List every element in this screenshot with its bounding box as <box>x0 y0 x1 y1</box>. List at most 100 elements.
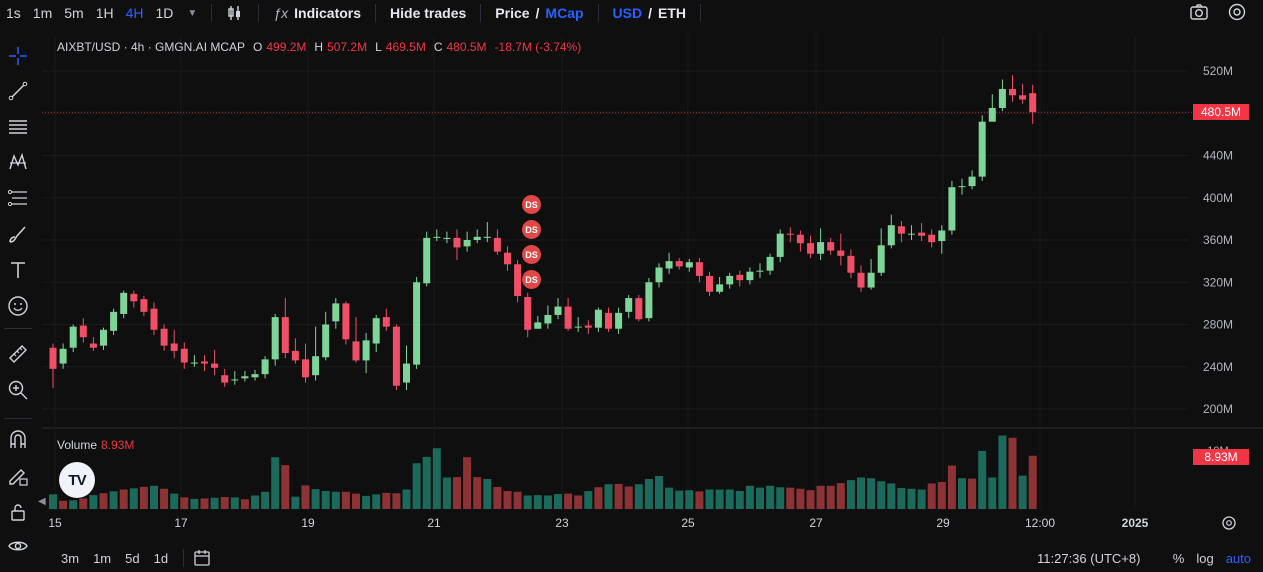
range-1m[interactable]: 1m <box>93 550 112 566</box>
volume-bar <box>816 485 825 509</box>
candle-body <box>352 341 360 361</box>
calendar-range-icon[interactable] <box>192 548 212 568</box>
ds-trade-marker[interactable]: DS <box>522 245 541 264</box>
fib-tool[interactable] <box>6 186 30 210</box>
axis-settings-gear-icon <box>1222 516 1236 530</box>
crosshair-tool[interactable] <box>6 44 30 68</box>
volume-bar <box>89 495 98 509</box>
range-3m[interactable]: 3m <box>61 550 80 566</box>
ds-trade-marker[interactable]: DS <box>522 220 541 239</box>
candle-body <box>807 243 814 254</box>
volume-bar <box>826 485 835 509</box>
ds-trade-marker[interactable]: DS <box>522 195 541 214</box>
timeframe-dropdown-chevron-icon[interactable]: ▼ <box>187 7 198 19</box>
candle-body <box>160 328 168 346</box>
volume-bar <box>695 491 704 509</box>
candle-body <box>69 326 77 348</box>
candle-body <box>554 306 562 315</box>
zoom-tool[interactable] <box>6 378 30 402</box>
magnet-tool[interactable] <box>6 428 30 452</box>
volume-bar <box>79 498 88 509</box>
emoji-tool[interactable] <box>6 294 30 318</box>
slash-separator: / <box>648 5 652 21</box>
auto-scale-toggle[interactable]: auto <box>1225 550 1251 566</box>
volume-bar <box>745 485 754 509</box>
timeframe-4h[interactable]: 4H <box>125 5 144 21</box>
camera-icon[interactable] <box>1189 2 1209 22</box>
log-scale-toggle[interactable]: log <box>1196 550 1214 566</box>
hide-trades-button[interactable]: Hide trades <box>390 5 467 21</box>
volume-bar <box>69 500 78 509</box>
candle-body <box>332 303 340 322</box>
fx-icon: ƒx <box>273 5 289 21</box>
close-value: 480.5M <box>446 40 487 54</box>
clock-timezone[interactable]: 11:27:36 (UTC+8) <box>1037 550 1141 566</box>
percent-scale-toggle[interactable]: % <box>1172 550 1185 566</box>
range-5d[interactable]: 5d <box>125 550 140 566</box>
bottom-bar: 3m 1m 5d 1d 11:27:36 (UTC+8) % log auto <box>0 544 1263 572</box>
price-tick-label: 320M <box>1203 275 1233 289</box>
volume-bar <box>139 486 148 509</box>
candle-body <box>968 176 976 187</box>
candle-body <box>190 362 198 364</box>
currency-toggle[interactable]: USD / ETH <box>607 5 692 21</box>
tradingview-logo[interactable]: TV <box>59 462 95 498</box>
horizontal-lines-tool[interactable] <box>6 115 30 139</box>
candle-body <box>362 340 370 361</box>
lock-drawings-tool[interactable] <box>6 500 30 524</box>
volume-bar <box>533 495 542 509</box>
candle-body <box>382 317 390 327</box>
trend-line-tool[interactable] <box>6 79 30 103</box>
drawing-mode-tool[interactable] <box>6 464 30 488</box>
candle-body <box>544 314 552 324</box>
ds-trade-marker[interactable]: DS <box>522 270 541 289</box>
volume-bar <box>99 493 108 509</box>
candle-body <box>847 255 855 273</box>
low-value: 469.5M <box>385 40 426 54</box>
candle-body <box>746 271 754 281</box>
brush-tool[interactable] <box>6 222 30 246</box>
volume-bar <box>513 491 522 509</box>
price-mcap-toggle[interactable]: Price / MCap <box>489 5 589 21</box>
pattern-tool[interactable] <box>6 150 30 174</box>
candle-body <box>796 234 804 244</box>
volume-bar <box>634 484 643 509</box>
volume-bar <box>352 493 360 509</box>
candle-body <box>251 374 259 378</box>
price-option[interactable]: Price <box>495 5 530 21</box>
hide-drawings-tool[interactable] <box>6 534 30 558</box>
volume-bar <box>190 498 199 509</box>
measure-tool[interactable] <box>6 342 30 366</box>
indicators-button[interactable]: ƒx Indicators <box>267 5 367 21</box>
price-tick-label: 360M <box>1203 233 1233 247</box>
chart-type-button[interactable] <box>220 4 250 22</box>
candle-body <box>100 329 107 346</box>
volume-bar <box>210 497 219 509</box>
volume-bar <box>220 497 229 509</box>
timeframe-1h[interactable]: 1H <box>95 5 114 21</box>
candle-body <box>675 261 683 267</box>
eth-option[interactable]: ETH <box>658 5 686 21</box>
volume-bar <box>786 487 795 509</box>
volume-bar <box>150 485 158 509</box>
mcap-option[interactable]: MCap <box>545 5 584 21</box>
timeframe-5m[interactable]: 5m <box>64 5 84 21</box>
volume-bar <box>988 477 997 509</box>
symbol-label[interactable]: AIXBT/USD · 4h · GMGN.AI MCAP <box>57 40 246 54</box>
usd-option[interactable]: USD <box>612 5 643 21</box>
settings-gear-icon[interactable] <box>1227 2 1247 22</box>
volume-bar <box>160 488 169 509</box>
timeframe-1m[interactable]: 1m <box>32 5 53 21</box>
volume-label[interactable]: Volume <box>57 438 98 452</box>
scroll-left-chevron-icon[interactable]: ◀ <box>38 496 46 507</box>
range-1d[interactable]: 1d <box>153 550 169 566</box>
candle-body <box>695 262 703 276</box>
timeframe-1s[interactable]: 1s <box>6 5 21 21</box>
timeframe-1d[interactable]: 1D <box>155 5 174 21</box>
slash-separator: / <box>535 5 540 21</box>
text-tool[interactable] <box>6 258 30 282</box>
volume-bar <box>725 489 734 509</box>
candle-body <box>180 348 188 363</box>
toolbar-divider <box>700 4 701 22</box>
